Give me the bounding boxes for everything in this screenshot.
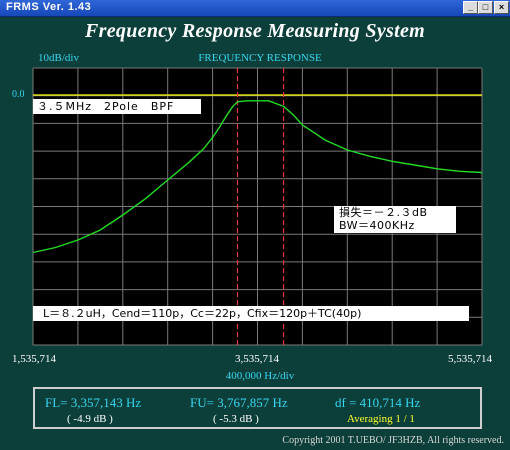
response-curve xyxy=(32,100,483,254)
filter-name-note: ３.５MHz 2Pole BPF xyxy=(33,99,201,114)
band-markers xyxy=(236,68,285,345)
fl-db-readout: ( -4.9 dB ) xyxy=(67,413,113,425)
bandwidth-text: BW＝400KHz xyxy=(339,219,415,232)
minimize-button[interactable]: _ xyxy=(463,1,478,14)
window-title: FRMS Ver. 1.43 xyxy=(6,1,92,13)
y-scale-label: 10dB/div xyxy=(38,52,79,64)
x-scale-label: 400,000 Hz/div xyxy=(225,370,295,382)
loss-bw-note: 損失＝－２.３dB BW＝400KHz xyxy=(334,206,456,233)
maximize-button[interactable]: □ xyxy=(478,1,493,14)
y-tick-label: 0.0 xyxy=(12,89,25,100)
copyright-text: Copyright 2001 T.UEBO/ JF3HZB, All right… xyxy=(282,435,504,446)
x-tick-label-left: 1,535,714 xyxy=(12,353,56,365)
averaging-readout: Averaging 1 / 1 xyxy=(347,413,415,425)
title-bar[interactable]: FRMS Ver. 1.43 _ □ × xyxy=(0,0,510,17)
x-tick-label-center: 3,535,714 xyxy=(235,353,279,365)
fl-readout: FL= 3,357,143 Hz xyxy=(45,395,142,410)
loss-text: 損失＝－２.３dB xyxy=(339,206,428,219)
x-tick-label-right: 5,535,714 xyxy=(448,353,492,365)
df-readout: df = 410,714 Hz xyxy=(335,395,421,410)
chart-title: FREQUENCY RESPONSE xyxy=(198,52,322,64)
close-button[interactable]: × xyxy=(494,1,509,14)
component-params-note: L＝８.２uH，Cend＝110p，Cc＝22p，Cfix＝120p＋TC(40… xyxy=(33,306,469,321)
fu-db-readout: ( -5.3 dB ) xyxy=(213,413,259,425)
readout-panel: FL= 3,357,143 Hz ( -4.9 dB ) FU= 3,767,8… xyxy=(33,387,482,429)
app-title: Frequency Response Measuring System xyxy=(85,20,425,42)
fu-readout: FU= 3,767,857 Hz xyxy=(190,395,288,410)
